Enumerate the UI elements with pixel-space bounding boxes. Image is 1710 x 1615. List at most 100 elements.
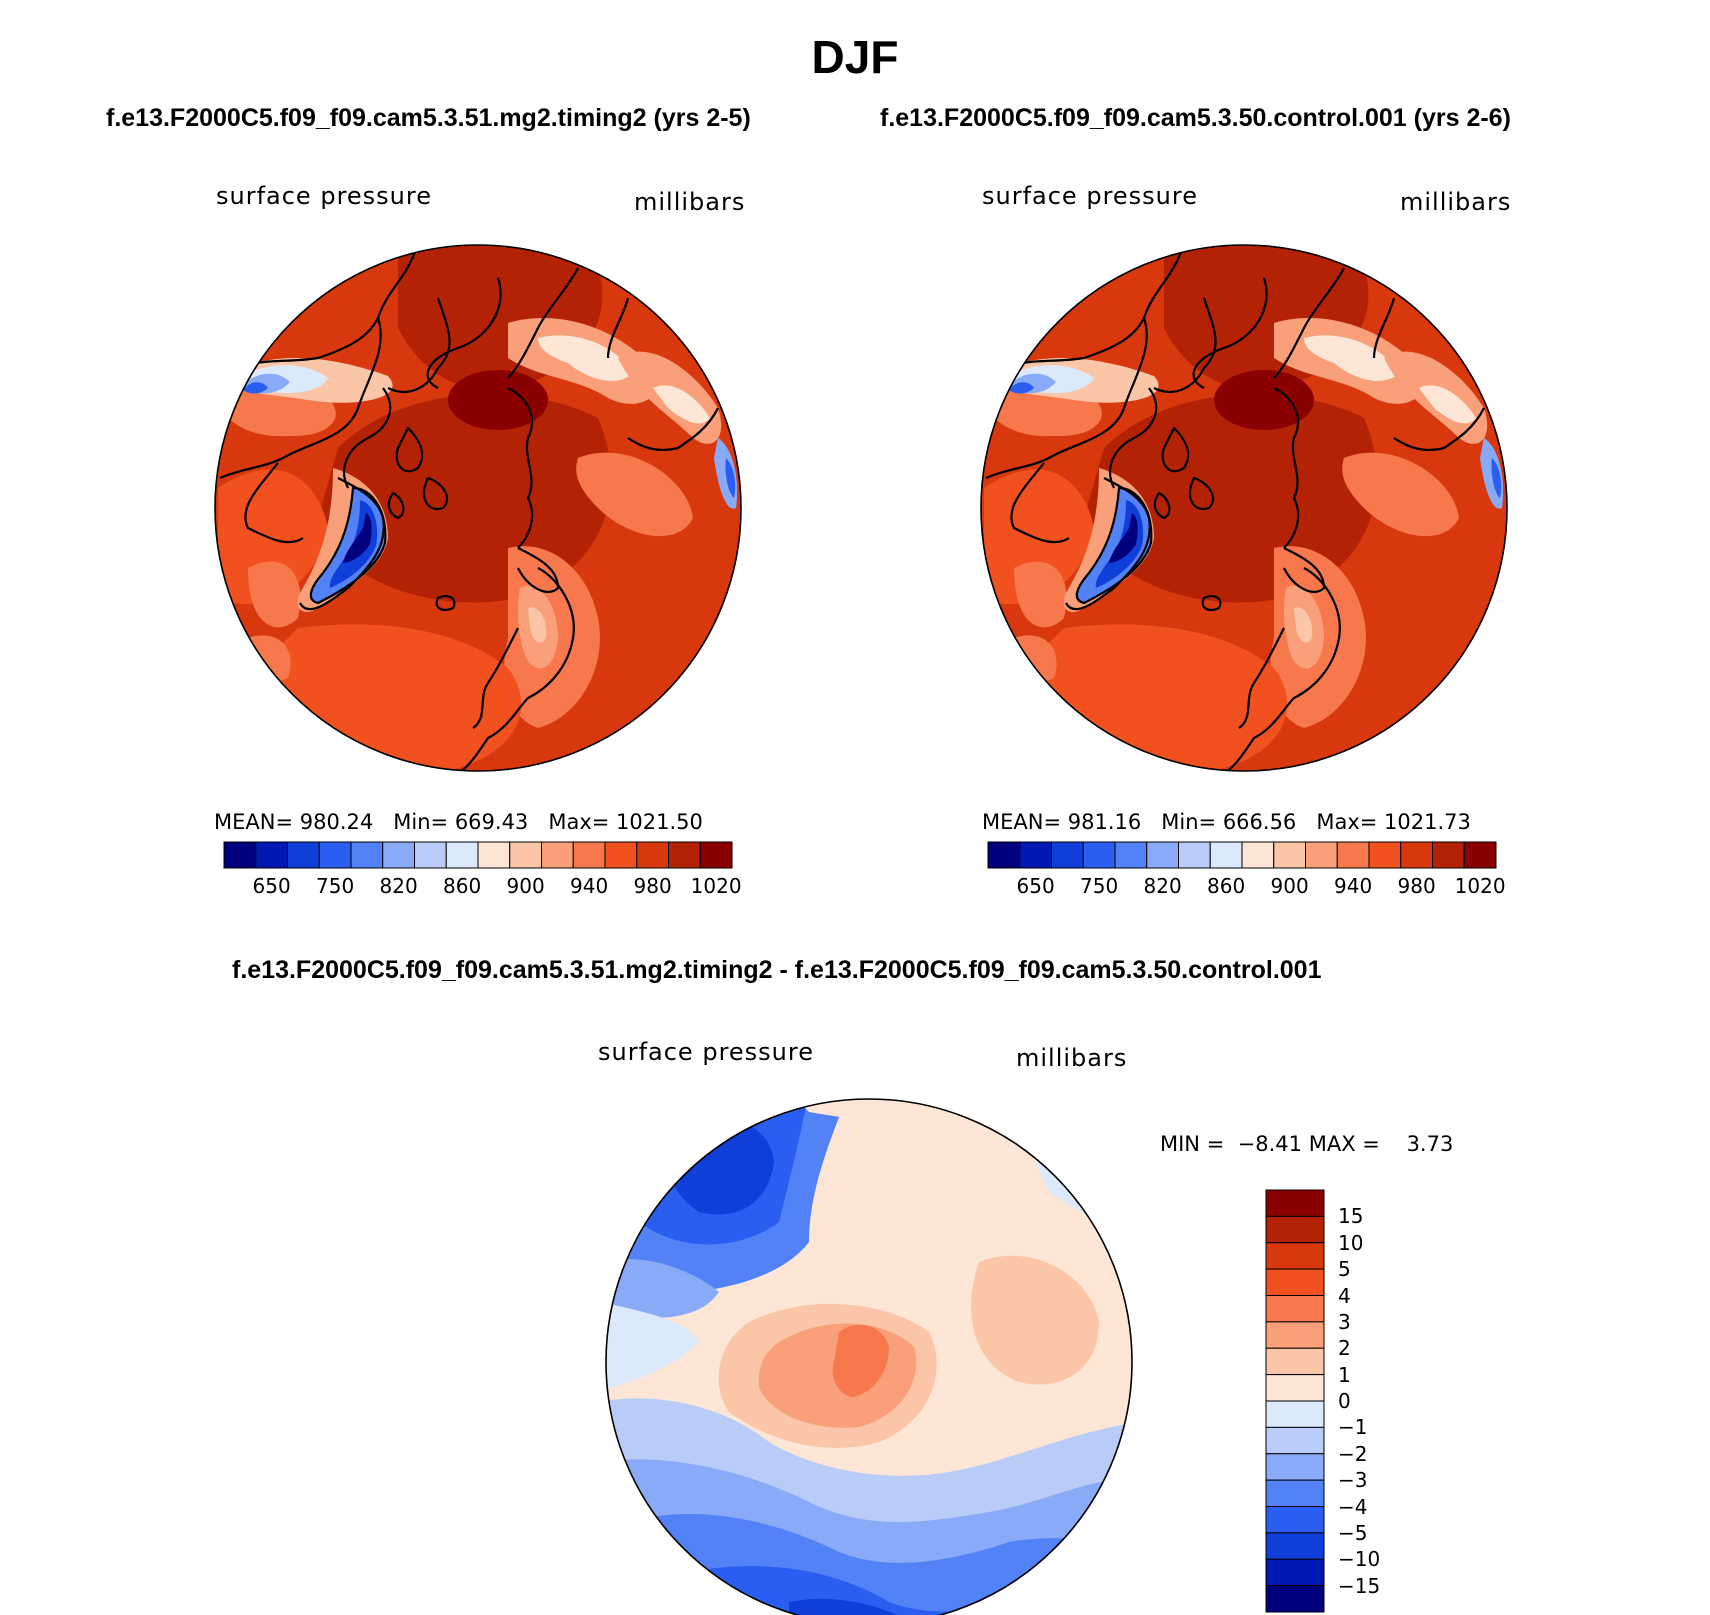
- colorbar-swatch: [1463, 841, 1497, 869]
- colorbar-swatch: [1265, 1558, 1325, 1587]
- colorbar-swatch: [604, 841, 638, 869]
- colorbar-swatch: [477, 841, 511, 869]
- colorbar-swatch: [223, 841, 257, 869]
- diff-variable-label: surface pressure: [598, 1038, 814, 1066]
- colorbar-swatch: [572, 841, 606, 869]
- colorbar-swatch: [1146, 841, 1179, 869]
- colorbar-swatch: [1432, 841, 1465, 869]
- colorbar-tick-label: 860: [1207, 874, 1246, 898]
- colorbar-tick-label: 900: [506, 874, 545, 898]
- left-min-value: 669.43: [454, 810, 529, 834]
- right-max-value: 1021.73: [1384, 810, 1471, 834]
- colorbar-tick-label: 900: [1270, 874, 1309, 898]
- diff-stats: MIN = −8.41 MAX = 3.73: [1160, 1132, 1454, 1156]
- colorbar-tick-label: 3: [1338, 1309, 1351, 1334]
- colorbar-swatch: [1368, 841, 1402, 869]
- colorbar-tick-label: 980: [1397, 874, 1436, 898]
- colorbar-swatch: [1082, 841, 1116, 869]
- colorbar-swatch: [350, 841, 384, 869]
- diff-max-value: 3.73: [1406, 1132, 1454, 1156]
- colorbar-swatch: [1178, 841, 1211, 869]
- colorbar-swatch: [541, 841, 574, 869]
- colorbar-swatch: [1265, 1268, 1325, 1296]
- right-variable-label: surface pressure: [982, 182, 1198, 210]
- right-units-label: millibars: [1400, 188, 1512, 216]
- left-max-value: 1021.50: [616, 810, 703, 834]
- colorbar-tick-label: 750: [1080, 874, 1119, 898]
- colorbar-swatch: [699, 841, 733, 869]
- left-colorbar: [223, 841, 733, 869]
- colorbar-swatch: [1265, 1506, 1325, 1534]
- colorbar-swatch: [1019, 841, 1052, 869]
- colorbar-tick-label: 820: [1143, 874, 1182, 898]
- colorbar-swatch: [1273, 841, 1306, 869]
- diff-colorbar: [1265, 1189, 1325, 1613]
- colorbar-swatch: [1241, 841, 1275, 869]
- colorbar-swatch: [1400, 841, 1433, 869]
- colorbar-tick-label: 940: [570, 874, 609, 898]
- colorbar-tick-label: 1: [1338, 1362, 1351, 1387]
- diff-case-title: f.e13.F2000C5.f09_f09.cam5.3.51.mg2.timi…: [232, 956, 1322, 984]
- colorbar-tick-label: 4: [1338, 1283, 1351, 1308]
- colorbar-swatch: [1265, 1400, 1325, 1428]
- colorbar-tick-label: 0: [1338, 1389, 1351, 1413]
- diff-units-label: millibars: [1016, 1044, 1128, 1072]
- colorbar-tick-label: 10: [1338, 1230, 1364, 1255]
- colorbar-swatch: [1265, 1479, 1325, 1507]
- colorbar-swatch: [1265, 1374, 1325, 1402]
- colorbar-swatch: [1051, 841, 1084, 869]
- colorbar-tick-label: 650: [1016, 874, 1055, 898]
- colorbar-swatch: [1265, 1242, 1325, 1270]
- colorbar-swatch: [1114, 841, 1148, 869]
- colorbar-tick-label: −10: [1338, 1547, 1381, 1572]
- right-stats: MEAN= 981.16 Min= 666.56 Max= 1021.73: [982, 810, 1471, 834]
- colorbar-tick-label: 820: [379, 874, 418, 898]
- colorbar-tick-label: 750: [316, 874, 355, 898]
- colorbar-tick-label: −3: [1338, 1468, 1368, 1493]
- left-variable-label: surface pressure: [216, 182, 432, 210]
- colorbar-swatch: [636, 841, 669, 869]
- colorbar-tick-label: 650: [252, 874, 291, 898]
- colorbar-swatch: [1305, 841, 1338, 869]
- left-mean-value: 980.24: [299, 810, 374, 834]
- right-colorbar: [987, 841, 1497, 869]
- colorbar-swatch: [287, 841, 320, 869]
- figure-title: DJF: [811, 31, 899, 83]
- colorbar-tick-label: 1020: [1454, 874, 1506, 898]
- colorbar-swatch: [509, 841, 542, 869]
- colorbar-tick-label: 980: [633, 874, 672, 898]
- colorbar-tick-label: −2: [1338, 1441, 1368, 1466]
- colorbar-swatch: [1265, 1453, 1325, 1481]
- left-stats: MEAN= 980.24 Min= 669.43 Max= 1021.50: [214, 810, 703, 834]
- right-mean-value: 981.16: [1067, 810, 1142, 834]
- colorbar-swatch: [1265, 1215, 1325, 1244]
- colorbar-swatch: [445, 841, 479, 869]
- colorbar-tick-label: −5: [1338, 1520, 1368, 1545]
- left-case-title: f.e13.F2000C5.f09_f09.cam5.3.51.mg2.timi…: [106, 104, 751, 132]
- colorbar-swatch: [255, 841, 288, 869]
- colorbar-tick-label: 860: [443, 874, 482, 898]
- colorbar-swatch: [1265, 1295, 1325, 1323]
- colorbar-swatch: [1265, 1321, 1325, 1349]
- colorbar-swatch: [1265, 1426, 1325, 1455]
- colorbar-tick-label: −15: [1338, 1573, 1381, 1598]
- colorbar-swatch: [668, 841, 701, 869]
- colorbar-swatch: [1336, 841, 1370, 869]
- colorbar-swatch: [318, 841, 352, 869]
- right-case-title: f.e13.F2000C5.f09_f09.cam5.3.50.control.…: [880, 104, 1511, 132]
- colorbar-swatch: [987, 841, 1021, 869]
- left-units-label: millibars: [634, 188, 746, 216]
- colorbar-tick-label: 940: [1334, 874, 1373, 898]
- colorbar-tick-label: 5: [1338, 1257, 1351, 1282]
- right-min-value: 666.56: [1222, 810, 1297, 834]
- colorbar-tick-label: 1020: [690, 874, 742, 898]
- colorbar-tick-label: −4: [1338, 1494, 1368, 1519]
- colorbar-swatch: [382, 841, 415, 869]
- colorbar-swatch: [1209, 841, 1243, 869]
- colorbar-tick-label: 2: [1338, 1336, 1351, 1361]
- diff-min-value: −8.41: [1237, 1132, 1303, 1156]
- colorbar-swatch: [1265, 1585, 1325, 1613]
- colorbar-swatch: [414, 841, 447, 869]
- colorbar-swatch: [1265, 1532, 1325, 1560]
